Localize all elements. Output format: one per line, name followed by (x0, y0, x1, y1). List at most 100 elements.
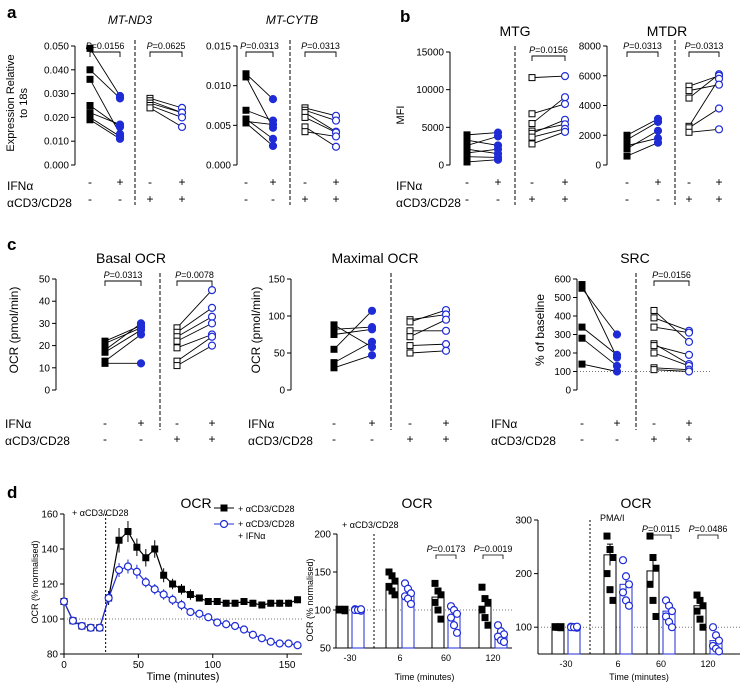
y-axis-title: OCR (% normalised) (30, 540, 40, 623)
data-point (714, 80, 724, 89)
p-value-label: P=0.0115 (642, 524, 680, 534)
data-point (268, 123, 278, 132)
condition-sign: + (613, 416, 620, 430)
data-point (560, 127, 570, 136)
y-axis-title-line: to 18s (18, 88, 30, 118)
y-tick-label: 150 (314, 568, 331, 579)
chart-title-mtdr: MTDR (647, 23, 687, 39)
chart-title-ocr-line: OCR (180, 495, 211, 511)
y-tick-label: 5000 (422, 123, 445, 134)
data-point (528, 140, 536, 148)
data-point (606, 586, 614, 594)
condition-label-cd3: αCD3/CD28 (248, 434, 313, 448)
data-point (258, 601, 266, 609)
x-tick-label: 6 (615, 659, 620, 669)
p-symbol: P (175, 270, 181, 280)
p-value-label: P=0.0173 (427, 544, 466, 554)
pair-line (104, 334, 142, 362)
data-point (391, 591, 399, 599)
pair-line (626, 121, 659, 141)
condition-sign: - (625, 175, 629, 189)
bar (351, 609, 365, 649)
pair-line (531, 131, 566, 145)
pair-line (104, 323, 142, 351)
data-point (142, 554, 150, 562)
p-number: =0.0625 (153, 41, 186, 51)
pair-line (176, 307, 213, 333)
p-number: =0.0313 (110, 270, 143, 280)
y-axis-title-line: Expression Relative (5, 54, 17, 151)
data-point (367, 325, 377, 334)
y-tick-label: 0.000 (206, 161, 231, 172)
data-point (612, 353, 622, 362)
data-point (204, 598, 212, 605)
data-point (650, 366, 658, 374)
panel-label-d: d (7, 483, 17, 502)
data-point (578, 334, 586, 342)
pair-line (581, 363, 618, 372)
pair-line (688, 78, 720, 127)
y-axis-title: OCR (% normalised) (305, 558, 315, 641)
pair-line (626, 137, 659, 147)
condition-sign: - (271, 192, 275, 206)
condition-sign: - (103, 416, 107, 430)
y-tick-label: 2000 (579, 131, 602, 142)
condition-sign: + (146, 192, 153, 206)
data-point (186, 607, 195, 617)
condition-sign: + (715, 175, 722, 189)
y-tick-label: 50 (320, 644, 332, 655)
data-point (452, 609, 462, 618)
data-point (136, 359, 146, 368)
y-tick-label: 140 (41, 545, 58, 556)
x-tick-label: 120 (700, 659, 715, 669)
legend-label: + αCD3/CD28 (238, 519, 294, 529)
data-point (169, 580, 177, 588)
data-point (652, 612, 660, 620)
chart-title-src: SRC (620, 250, 650, 266)
chart-title-mt-cytb: MT-CYTB (266, 13, 318, 27)
pair-line (89, 79, 121, 135)
data-point (367, 351, 377, 360)
data-point (301, 113, 309, 121)
p-number: =0.0115 (648, 524, 680, 534)
data-point (177, 122, 187, 132)
y-tick-label: 50 (274, 349, 286, 360)
y-tick-label: 0.010 (44, 137, 69, 148)
condition-sign: - (139, 432, 143, 446)
data-point (101, 348, 109, 356)
condition-sign: + (494, 175, 501, 189)
condition-sign: - (88, 192, 92, 206)
pair-line (149, 105, 183, 118)
data-point (213, 598, 221, 605)
pair-line (89, 48, 121, 97)
y-tick-label: 100 (554, 367, 571, 378)
p-symbol: P (301, 41, 307, 51)
data-point (618, 588, 628, 597)
pair-line (531, 119, 566, 134)
y-tick-label: 4000 (579, 101, 602, 112)
y-axis-title: Expression Relativeto 18s (5, 54, 30, 151)
condition-sign: + (561, 192, 568, 206)
p-symbol: P (86, 41, 92, 51)
condition-sign: - (652, 416, 656, 430)
pair-line (304, 109, 337, 122)
pair-line (653, 326, 690, 334)
data-point (249, 599, 257, 607)
x-tick-label: 60 (656, 659, 666, 669)
pair-line (104, 329, 142, 353)
y-tick-label: 120 (41, 580, 58, 591)
data-point (684, 367, 694, 376)
data-point (621, 572, 631, 581)
significance-bracket (626, 51, 659, 57)
data-point (159, 590, 168, 599)
data-point (609, 596, 617, 604)
data-point (650, 342, 658, 350)
chart-title-basal-ocr: Basal OCR (96, 250, 166, 266)
data-point (623, 152, 631, 160)
pair-line (176, 322, 213, 342)
data-point (693, 607, 701, 615)
data-point (242, 106, 250, 114)
pair-line (531, 128, 566, 138)
panel-label-c: c (7, 235, 16, 254)
data-point (124, 528, 132, 535)
